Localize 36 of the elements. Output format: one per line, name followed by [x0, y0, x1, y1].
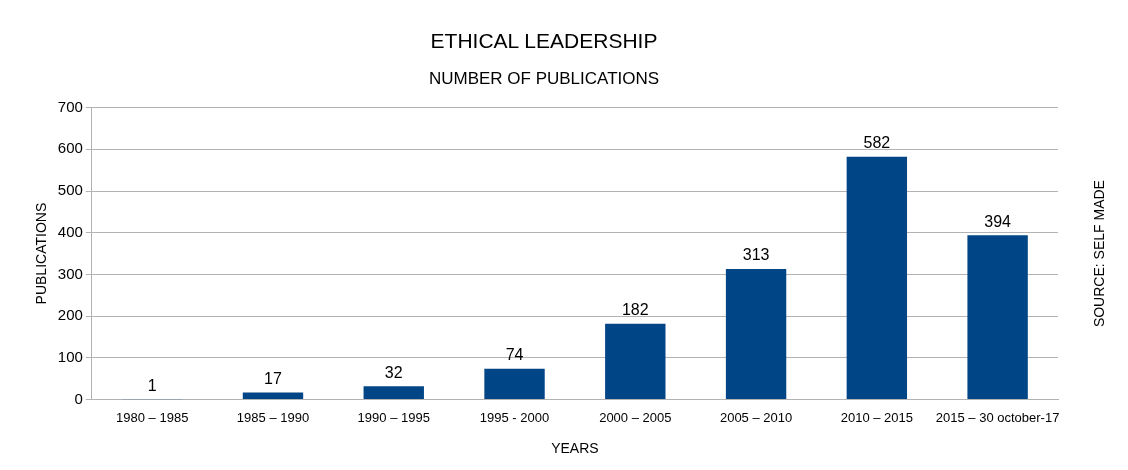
data-label: 582	[863, 134, 891, 152]
bar	[605, 323, 666, 400]
y-tick-label: 500	[57, 181, 83, 199]
bar	[967, 235, 1028, 400]
bar	[242, 392, 304, 400]
y-tick-label: 100	[57, 348, 83, 366]
source-note: SOURCE: SELF MADE	[1090, 180, 1107, 328]
y-tick-label: 400	[57, 222, 83, 240]
bar	[484, 368, 545, 400]
x-tick-label: 1985 – 1990	[236, 409, 310, 425]
bar	[846, 156, 908, 400]
bar	[725, 269, 787, 400]
y-tick-label: 0	[74, 389, 83, 407]
data-label: 32	[384, 363, 403, 381]
x-tick-label: 2015 – 30 october-17	[935, 409, 1060, 425]
y-tick-label: 300	[57, 264, 83, 282]
data-label: 74	[505, 346, 524, 364]
x-tick-label: 1980 – 1985	[116, 409, 189, 425]
x-axis-title: YEARS	[551, 440, 599, 457]
data-label: 182	[621, 301, 649, 319]
data-label: 17	[264, 369, 282, 387]
y-tick-label: 200	[57, 306, 83, 324]
x-tick-label: 2005 – 2010	[719, 409, 793, 425]
chart-subtitle: NUMBER OF PUBLICATIONS	[428, 69, 660, 89]
x-tick-label: 2010 – 2015	[840, 409, 913, 425]
x-tick-label: 2000 – 2005	[599, 409, 672, 425]
y-axis-title: PUBLICATIONS	[33, 202, 50, 305]
x-tick-label: 1995 - 2000	[479, 409, 550, 425]
data-label: 1	[147, 376, 157, 394]
data-label: 394	[984, 212, 1012, 230]
y-tick-label: 700	[57, 97, 83, 115]
bar	[363, 386, 424, 400]
chart-title: ETHICAL LEADERSHIP	[430, 29, 658, 53]
y-tick-label: 600	[57, 139, 83, 157]
x-tick-label: 1990 – 1995	[357, 409, 430, 425]
data-label: 313	[742, 246, 770, 264]
